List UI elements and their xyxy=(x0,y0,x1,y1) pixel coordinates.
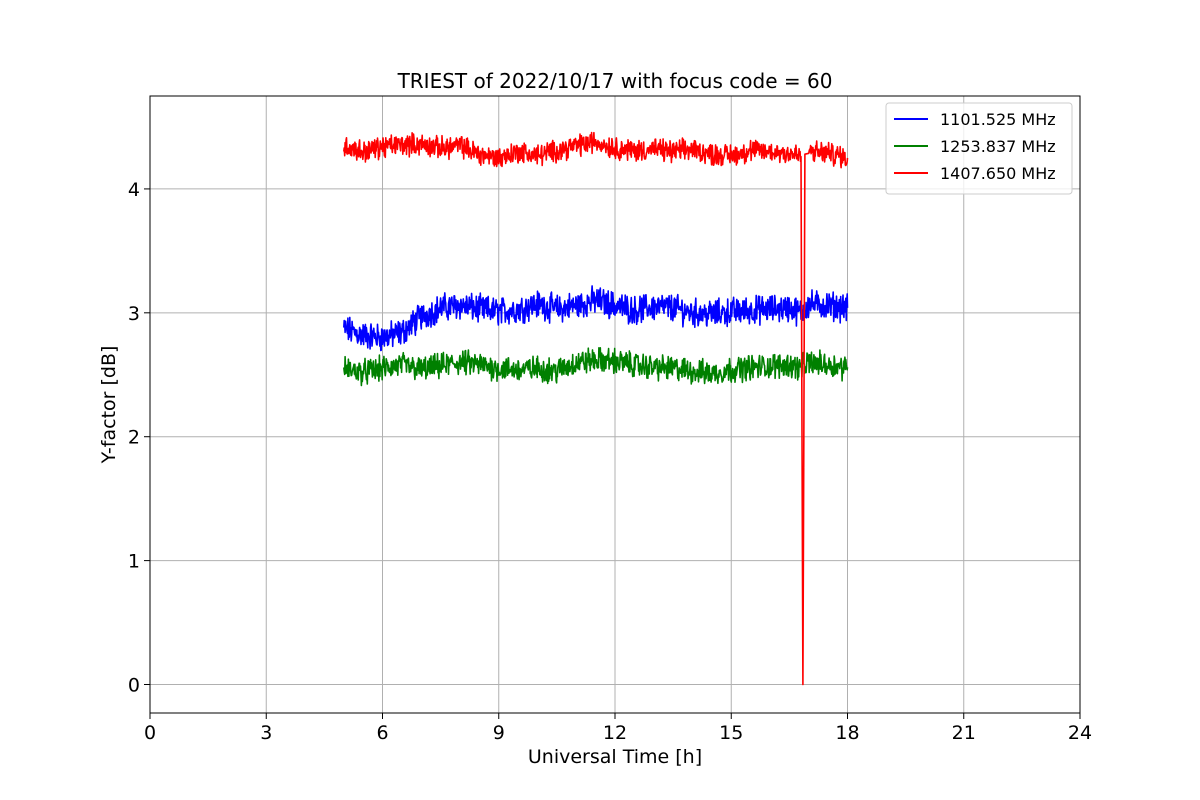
chart-title: TRIEST of 2022/10/17 with focus code = 6… xyxy=(397,69,833,93)
y-axis: 0 1 2 3 4 xyxy=(128,179,150,697)
legend: 1101.525 MHz 1253.837 MHz 1407.650 MHz xyxy=(885,102,1073,195)
series-line xyxy=(343,131,849,686)
y-tick-label: 3 xyxy=(128,303,140,325)
y-tick-label: 4 xyxy=(128,179,140,201)
x-tick-label: 15 xyxy=(719,722,743,744)
series-line xyxy=(343,285,849,352)
y-tick-label: 2 xyxy=(128,427,140,449)
y-tick-label: 1 xyxy=(128,551,140,573)
series-group xyxy=(343,131,849,686)
series-line xyxy=(343,347,849,387)
x-axis: 0 3 6 9 12 15 18 21 24 xyxy=(144,713,1092,744)
legend-label: 1253.837 MHz xyxy=(940,137,1056,156)
x-tick-label: 3 xyxy=(260,722,272,744)
x-axis-label: Universal Time [h] xyxy=(528,746,702,768)
x-tick-label: 6 xyxy=(376,722,388,744)
x-tick-label: 9 xyxy=(493,722,505,744)
legend-box xyxy=(885,102,1073,195)
y-axis-label: Y-factor [dB] xyxy=(98,346,120,465)
y-tick-label: 0 xyxy=(128,675,140,697)
x-tick-label: 21 xyxy=(952,722,976,744)
x-tick-label: 24 xyxy=(1068,722,1092,744)
x-tick-label: 18 xyxy=(835,722,859,744)
legend-label: 1101.525 MHz xyxy=(940,110,1056,129)
x-tick-label: 12 xyxy=(603,722,627,744)
legend-label: 1407.650 MHz xyxy=(940,164,1056,183)
x-tick-label: 0 xyxy=(144,722,156,744)
